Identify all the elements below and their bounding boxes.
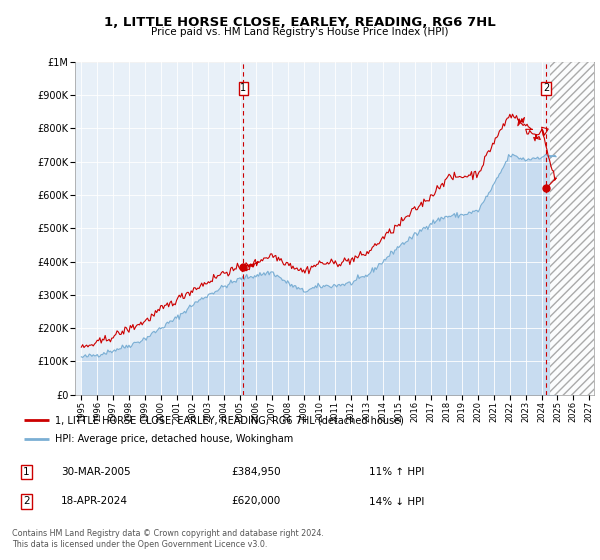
- Text: 11% ↑ HPI: 11% ↑ HPI: [369, 467, 424, 477]
- Text: 1: 1: [241, 83, 247, 94]
- Text: 18-APR-2024: 18-APR-2024: [61, 497, 128, 506]
- Text: Contains HM Land Registry data © Crown copyright and database right 2024.
This d: Contains HM Land Registry data © Crown c…: [12, 529, 324, 549]
- Text: £620,000: £620,000: [231, 497, 280, 506]
- Text: 1, LITTLE HORSE CLOSE, EARLEY, READING, RG6 7HL (detached house): 1, LITTLE HORSE CLOSE, EARLEY, READING, …: [55, 415, 404, 425]
- Text: HPI: Average price, detached house, Wokingham: HPI: Average price, detached house, Woki…: [55, 435, 293, 445]
- Text: 1: 1: [23, 467, 30, 477]
- Bar: [550, 29, 594, 395]
- Text: 2: 2: [543, 83, 550, 94]
- Text: £384,950: £384,950: [231, 467, 281, 477]
- Text: 30-MAR-2005: 30-MAR-2005: [61, 467, 131, 477]
- Bar: [550, 62, 594, 395]
- Text: 2: 2: [23, 497, 30, 506]
- Text: 1, LITTLE HORSE CLOSE, EARLEY, READING, RG6 7HL: 1, LITTLE HORSE CLOSE, EARLEY, READING, …: [104, 16, 496, 29]
- Text: 14% ↓ HPI: 14% ↓ HPI: [369, 497, 424, 506]
- Text: Price paid vs. HM Land Registry's House Price Index (HPI): Price paid vs. HM Land Registry's House …: [151, 27, 449, 37]
